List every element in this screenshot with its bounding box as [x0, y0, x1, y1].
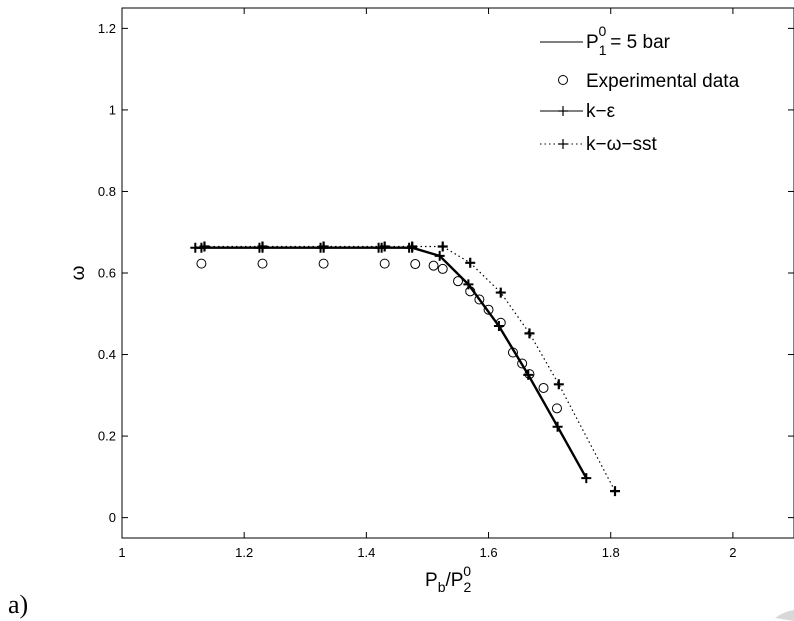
y-tick-label: 0.4: [98, 347, 116, 362]
y-tick-label: 0: [109, 510, 116, 525]
y-tick-label: 0.8: [98, 184, 116, 199]
plus-marker: [434, 250, 445, 261]
plus-marker: [523, 369, 534, 380]
legend-marker-experimental: [558, 75, 568, 85]
series-line: [204, 245, 616, 492]
plus-marker: [463, 279, 474, 290]
data-point: [410, 259, 421, 270]
x-tick-label: 1.8: [602, 545, 620, 560]
plus-marker: [199, 241, 210, 252]
data-point: [538, 382, 549, 393]
legend-marker-keps: [558, 106, 568, 116]
plus-marker: [465, 257, 476, 268]
y-axis-label: ω: [68, 265, 89, 280]
y-tick-label: 0.6: [98, 266, 116, 281]
data-point: [318, 258, 329, 269]
legend-label-ksst: k−ω−sst: [586, 134, 658, 155]
plus-marker: [257, 241, 268, 252]
legend-label-keps: k−ε: [586, 101, 616, 122]
y-tick-label: 1.2: [98, 21, 116, 36]
x-tick-label: 2: [729, 545, 736, 560]
plus-marker: [318, 241, 329, 252]
data-point: [379, 258, 390, 269]
series-dotted-plus: [199, 241, 621, 497]
x-tick-labels: 1 1.2 1.4 1.6 1.8 2: [118, 545, 736, 560]
data-point: [453, 276, 463, 287]
x-tick-label: 1.4: [357, 545, 375, 560]
data-point: [196, 258, 207, 269]
y-tick-labels: 0 0.2 0.4 0.6 0.8 1 1.2: [98, 21, 116, 525]
plus-marker: [493, 321, 504, 331]
y-tick-label: 0.2: [98, 429, 116, 444]
y-tick-label: 1: [109, 102, 116, 117]
data-point: [551, 403, 562, 414]
data-point: [257, 258, 268, 269]
legend: P10= 5 bar Experimental data k−ε k−ω−sst: [540, 23, 740, 155]
x-tick-label: 1: [118, 545, 125, 560]
axis-ticks: [121, 8, 794, 538]
series-circle: [196, 258, 562, 414]
series-layer: [190, 241, 621, 497]
data-point: [517, 358, 528, 369]
plus-marker: [379, 241, 390, 252]
plus-marker: [553, 379, 564, 390]
plus-marker: [552, 421, 563, 432]
legend-label-experimental: Experimental data: [586, 71, 740, 92]
corner-mark: [775, 610, 794, 621]
data-point: [428, 260, 439, 271]
legend-label-p1: P10= 5 bar: [586, 23, 671, 58]
plus-marker: [610, 486, 621, 497]
plus-marker: [495, 287, 506, 298]
panel-label: a): [8, 590, 28, 619]
plus-marker: [524, 328, 535, 339]
plus-marker: [437, 241, 448, 252]
plus-marker: [407, 241, 418, 252]
plus-marker: [581, 473, 592, 484]
series-line: [195, 246, 588, 479]
series-solid-plus: [190, 242, 592, 484]
data-point: [474, 294, 485, 305]
data-point: [437, 263, 448, 274]
x-tick-label: 1.6: [480, 545, 498, 560]
data-point: [483, 304, 494, 315]
legend-marker-ksst: [558, 139, 568, 149]
x-axis-label: Pb/P20: [425, 563, 471, 595]
x-tick-label: 1.2: [235, 545, 253, 560]
